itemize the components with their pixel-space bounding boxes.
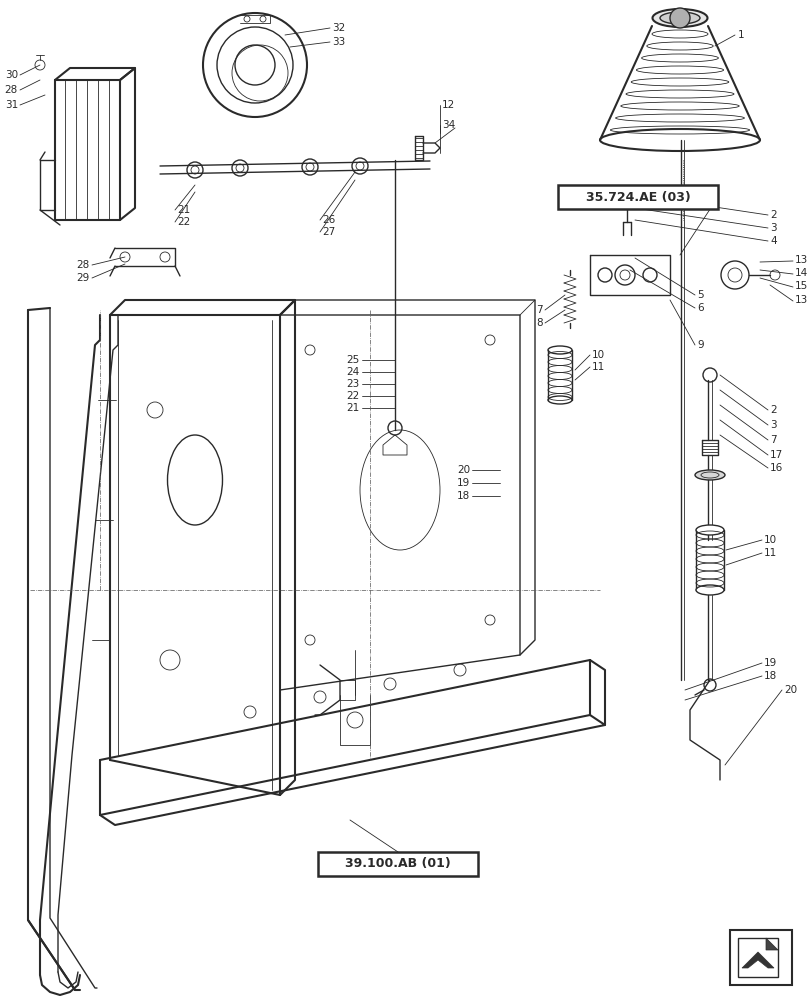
Text: 18: 18 — [456, 491, 470, 501]
Text: 13: 13 — [794, 255, 807, 265]
Text: 11: 11 — [763, 548, 776, 558]
Polygon shape — [741, 952, 773, 968]
Bar — [729, 930, 791, 985]
Text: 30: 30 — [5, 70, 18, 80]
Text: 21: 21 — [346, 403, 359, 413]
Text: 23: 23 — [346, 379, 359, 389]
Text: 35.724.AE (03): 35.724.AE (03) — [585, 190, 689, 204]
Text: 27: 27 — [322, 227, 335, 237]
Bar — [318, 852, 478, 876]
Polygon shape — [737, 938, 777, 977]
Text: 11: 11 — [591, 362, 604, 372]
Text: 18: 18 — [763, 671, 776, 681]
Text: 15: 15 — [794, 281, 807, 291]
Text: 28: 28 — [77, 260, 90, 270]
Text: 26: 26 — [322, 215, 335, 225]
Circle shape — [669, 8, 689, 28]
Text: 24: 24 — [346, 367, 359, 377]
Polygon shape — [765, 938, 777, 950]
Text: 10: 10 — [763, 535, 776, 545]
Text: 10: 10 — [591, 350, 604, 360]
Text: 2: 2 — [769, 210, 775, 220]
Text: 2: 2 — [769, 405, 775, 415]
Text: 3: 3 — [769, 420, 775, 430]
Text: 1: 1 — [737, 30, 744, 40]
Text: 19: 19 — [763, 658, 776, 668]
Text: 19: 19 — [456, 478, 470, 488]
Text: 33: 33 — [332, 37, 345, 47]
Text: 5: 5 — [696, 290, 703, 300]
Text: 12: 12 — [441, 100, 455, 110]
Ellipse shape — [659, 12, 699, 24]
Text: 3: 3 — [769, 223, 775, 233]
Bar — [557, 185, 717, 209]
Text: 4: 4 — [769, 236, 775, 246]
Text: 20: 20 — [457, 465, 470, 475]
Text: 16: 16 — [769, 463, 783, 473]
Text: 39.100.AB (01): 39.100.AB (01) — [345, 857, 450, 870]
Ellipse shape — [695, 525, 723, 535]
Text: 34: 34 — [441, 120, 455, 130]
Text: 32: 32 — [332, 23, 345, 33]
Text: 22: 22 — [177, 217, 190, 227]
Ellipse shape — [694, 470, 724, 480]
Text: 28: 28 — [5, 85, 18, 95]
Text: 31: 31 — [5, 100, 18, 110]
Text: 8: 8 — [536, 318, 543, 328]
Text: 29: 29 — [77, 273, 90, 283]
Text: 9: 9 — [696, 340, 703, 350]
Text: 7: 7 — [536, 305, 543, 315]
Text: 13: 13 — [794, 295, 807, 305]
Text: 21: 21 — [177, 205, 190, 215]
Text: 17: 17 — [769, 450, 783, 460]
Text: 25: 25 — [346, 355, 359, 365]
Text: 6: 6 — [696, 303, 703, 313]
Text: 20: 20 — [783, 685, 796, 695]
Text: 22: 22 — [346, 391, 359, 401]
Ellipse shape — [652, 9, 706, 27]
Ellipse shape — [695, 585, 723, 595]
Text: 14: 14 — [794, 268, 807, 278]
Text: 7: 7 — [769, 435, 775, 445]
